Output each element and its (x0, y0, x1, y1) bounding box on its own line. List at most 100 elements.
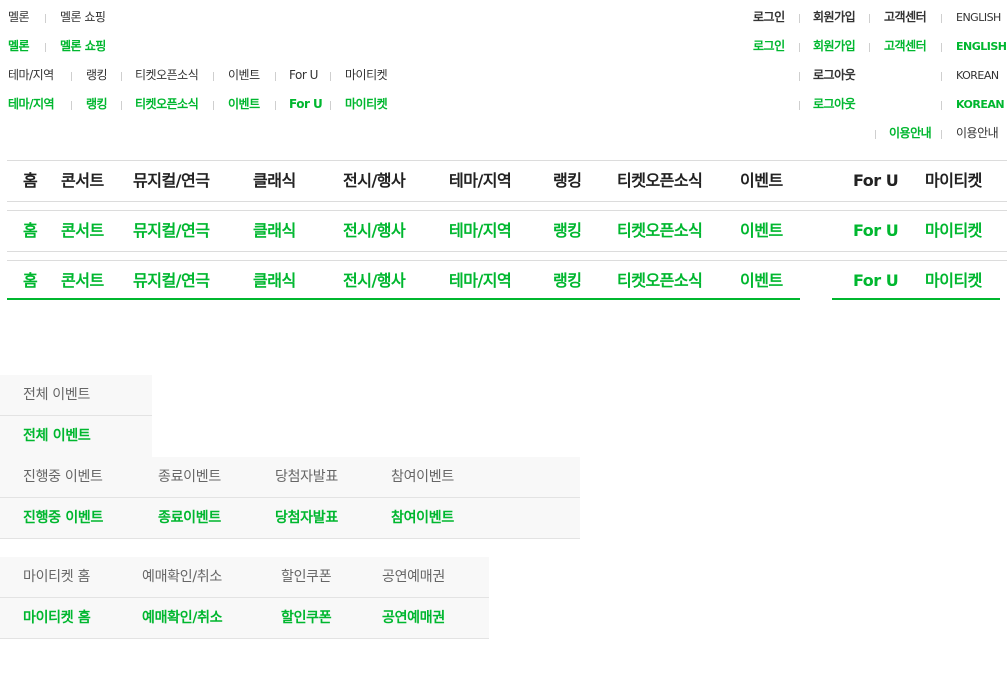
guide-link-hover[interactable]: 이용안내 (889, 126, 932, 140)
divider (121, 101, 122, 110)
gnb-myticket-hover[interactable]: 마이티켓 (925, 221, 982, 240)
login-link[interactable]: 로그인 (753, 10, 785, 24)
ended-events-tab-active[interactable]: 종료이벤트 (158, 510, 221, 526)
gnb-home-hover[interactable]: 홈 (23, 221, 38, 240)
gnb-musical[interactable]: 뮤지컬/연극 (133, 171, 210, 190)
gnb-classic-active[interactable]: 클래식 (253, 271, 296, 290)
gnb-ticketopen-hover[interactable]: 티켓오픈소식 (617, 221, 703, 240)
melon-link-hover[interactable]: 멜론 (8, 39, 30, 53)
cat-theme-link-hover[interactable]: 테마/지역 (8, 97, 55, 111)
logout-link[interactable]: 로그아웃 (813, 68, 856, 82)
divider (941, 43, 942, 52)
customer-center-link-hover[interactable]: 고객센터 (884, 39, 927, 53)
gnb-active-underline (7, 298, 800, 300)
cat-ticketopen-link-hover[interactable]: 티켓오픈소식 (135, 97, 199, 111)
divider (0, 415, 152, 416)
melon-shopping-link-hover[interactable]: 멜론 쇼핑 (60, 39, 106, 53)
english-link-hover[interactable]: ENGLISH (956, 40, 1007, 53)
gnb-event-hover[interactable]: 이벤트 (740, 221, 783, 240)
divider (941, 130, 942, 139)
cat-theme-link[interactable]: 테마/지역 (8, 68, 54, 82)
gnb-ranking-active[interactable]: 랭킹 (553, 271, 582, 290)
divider (799, 101, 800, 110)
booking-check-tab[interactable]: 예매확인/취소 (142, 569, 222, 585)
gnb-ticketopen[interactable]: 티켓오픈소식 (617, 171, 703, 190)
gnb-event[interactable]: 이벤트 (740, 171, 783, 190)
divider (45, 43, 46, 52)
gnb-home[interactable]: 홈 (23, 171, 38, 190)
winners-tab[interactable]: 당첨자발표 (275, 469, 338, 485)
divider (869, 14, 870, 23)
gnb-theme-active[interactable]: 테마/지역 (449, 271, 512, 290)
divider (121, 72, 122, 81)
gnb-concert[interactable]: 콘서트 (61, 171, 104, 190)
korean-link-hover[interactable]: KOREAN (956, 98, 1005, 111)
coupon-tab-active[interactable]: 할인쿠폰 (281, 610, 332, 626)
gnb-concert-hover[interactable]: 콘서트 (61, 221, 104, 240)
voucher-tab[interactable]: 공연예매권 (382, 569, 445, 585)
guide-link[interactable]: 이용안내 (956, 126, 999, 140)
divider (0, 497, 580, 498)
cat-event-link[interactable]: 이벤트 (228, 68, 260, 82)
gnb-theme-hover[interactable]: 테마/지역 (449, 221, 512, 240)
customer-center-link[interactable]: 고객센터 (884, 10, 927, 24)
melon-shopping-link[interactable]: 멜론 쇼핑 (60, 10, 106, 24)
gnb-default: 홈 콘서트 뮤지컬/연극 클래식 전시/행사 테마/지역 랭킹 티켓오픈소식 이… (7, 160, 1007, 202)
gnb-theme[interactable]: 테마/지역 (449, 171, 512, 190)
cat-myticket-link[interactable]: 마이티켓 (345, 68, 388, 82)
voucher-tab-active[interactable]: 공연예매권 (382, 610, 445, 626)
ongoing-events-tab-active[interactable]: 진행중 이벤트 (23, 510, 104, 526)
participation-events-tab[interactable]: 참여이벤트 (391, 469, 454, 485)
gnb-classic[interactable]: 클래식 (253, 171, 296, 190)
korean-link[interactable]: KOREAN (956, 69, 999, 82)
cat-foru-link[interactable]: For U (289, 68, 318, 82)
cat-event-link-hover[interactable]: 이벤트 (228, 97, 260, 111)
gnb-musical-active[interactable]: 뮤지컬/연극 (133, 271, 210, 290)
divider (330, 101, 331, 110)
divider (0, 538, 580, 539)
booking-check-tab-active[interactable]: 예매확인/취소 (142, 610, 223, 626)
myticket-home-tab[interactable]: 마이티켓 홈 (23, 569, 91, 585)
cat-foru-link-hover[interactable]: For U (289, 97, 323, 111)
gnb-ranking[interactable]: 랭킹 (553, 171, 582, 190)
gnb-exhibition-active[interactable]: 전시/행사 (343, 271, 406, 290)
gnb-ranking-hover[interactable]: 랭킹 (553, 221, 582, 240)
winners-tab-active[interactable]: 당첨자발표 (275, 510, 338, 526)
cat-ranking-link-hover[interactable]: 랭킹 (86, 97, 108, 111)
gnb-exhibition-hover[interactable]: 전시/행사 (343, 221, 406, 240)
participation-events-tab-active[interactable]: 참여이벤트 (391, 510, 454, 526)
english-link[interactable]: ENGLISH (956, 11, 1001, 24)
cat-myticket-link-hover[interactable]: 마이티켓 (345, 97, 388, 111)
gnb-myticket-active[interactable]: 마이티켓 (925, 271, 982, 290)
gnb-hover: 홈 콘서트 뮤지컬/연극 클래식 전시/행사 테마/지역 랭킹 티켓오픈소식 이… (7, 210, 1007, 252)
gnb-foru-active[interactable]: For U (853, 271, 899, 290)
cat-ranking-link[interactable]: 랭킹 (86, 68, 108, 82)
gnb-event-active[interactable]: 이벤트 (740, 271, 783, 290)
join-link-hover[interactable]: 회원가입 (813, 39, 856, 53)
login-link-hover[interactable]: 로그인 (753, 39, 785, 53)
ended-events-tab[interactable]: 종료이벤트 (158, 469, 221, 485)
melon-link[interactable]: 멜론 (8, 10, 30, 24)
gnb-foru-hover[interactable]: For U (853, 221, 899, 240)
myticket-home-tab-active[interactable]: 마이티켓 홈 (23, 610, 91, 626)
cat-ticketopen-link[interactable]: 티켓오픈소식 (135, 68, 199, 82)
divider (275, 101, 276, 110)
gnb-exhibition[interactable]: 전시/행사 (343, 171, 406, 190)
coupon-tab[interactable]: 할인쿠폰 (281, 569, 332, 585)
gnb-classic-hover[interactable]: 클래식 (253, 221, 296, 240)
join-link[interactable]: 회원가입 (813, 10, 856, 24)
all-events-tab[interactable]: 전체 이벤트 (23, 387, 91, 403)
gnb-foru[interactable]: For U (853, 171, 899, 190)
divider (941, 101, 942, 110)
gnb-myticket[interactable]: 마이티켓 (925, 171, 982, 190)
gnb-concert-active[interactable]: 콘서트 (61, 271, 104, 290)
ongoing-events-tab[interactable]: 진행중 이벤트 (23, 469, 103, 485)
all-events-tab-box: 전체 이벤트 전체 이벤트 (0, 375, 152, 457)
all-events-tab-active[interactable]: 전체 이벤트 (23, 428, 91, 444)
logout-link-hover[interactable]: 로그아웃 (813, 97, 856, 111)
divider (0, 638, 489, 639)
gnb-ticketopen-active[interactable]: 티켓오픈소식 (617, 271, 703, 290)
gnb-home-active[interactable]: 홈 (23, 271, 38, 290)
category-row-default: 테마/지역 랭킹 티켓오픈소식 이벤트 For U 마이티켓 로그아웃 KORE… (0, 61, 1008, 90)
gnb-musical-hover[interactable]: 뮤지컬/연극 (133, 221, 210, 240)
